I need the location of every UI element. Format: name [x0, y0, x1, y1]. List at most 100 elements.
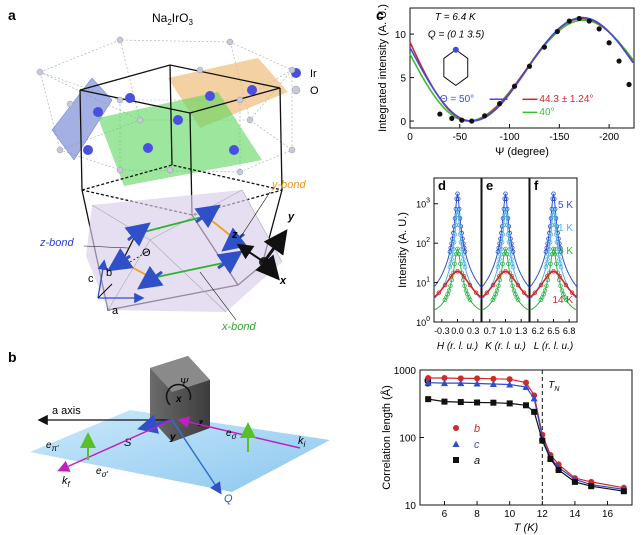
chart-c-hexagon	[443, 49, 469, 87]
chart-def-xtick-label: 0.0	[451, 326, 464, 336]
chart-def-xtick-label: 6.8	[563, 326, 576, 336]
chart-def-point	[503, 246, 508, 252]
chart-c-theta-fit: 44.3 ± 1.24°	[539, 94, 593, 105]
chart-g-tn-label: TN	[548, 380, 560, 393]
panel-g: g6810121416101001000T (K)Correlation len…	[380, 366, 633, 534]
chart-c-ylabel: Integrated intensity (A. U.)	[377, 4, 389, 132]
chart-def-point	[445, 292, 450, 297]
blue-octahedral-plane	[51, 77, 113, 161]
panel-a: a Na2IrO3 Ir O	[8, 7, 319, 333]
chart-c-point	[497, 101, 503, 107]
chart-def-point	[497, 241, 502, 246]
chart-def-point	[569, 290, 575, 295]
chart-g-legend-label-c: c	[474, 439, 480, 451]
chart-g-point-a	[474, 399, 481, 406]
chart-def-point	[454, 212, 459, 218]
chart-def-xtick-label: 0.3	[467, 326, 480, 336]
chart-def-point	[521, 290, 527, 295]
chart-def-point	[547, 240, 553, 245]
chart-def-point	[547, 246, 552, 252]
chart-def-point	[461, 273, 466, 279]
chart-def-point	[500, 261, 505, 266]
chart-c-xtick-label: 0	[407, 132, 413, 143]
s-label: S	[124, 437, 132, 449]
chart-g-frame	[419, 369, 633, 506]
chart-def-point	[548, 232, 554, 237]
ir-atoms-upper	[83, 85, 257, 155]
chart-def-point	[463, 288, 469, 293]
chart-def-point	[456, 251, 462, 257]
chart-def-point	[455, 269, 460, 274]
chart-def-ytick-label: 100	[416, 316, 430, 328]
chart-def-point	[449, 257, 454, 262]
chart-g-point-b	[474, 375, 481, 382]
chart-def-point	[558, 265, 564, 270]
chart-def-point	[510, 249, 516, 254]
chart-def-point	[452, 232, 458, 237]
chart-def-point	[436, 290, 442, 295]
chart-def-point	[461, 241, 466, 246]
chart-def-point	[511, 288, 517, 293]
ir-moments	[107, 204, 248, 290]
chart-def-point	[504, 222, 510, 228]
e-sigma-label: eσ	[226, 428, 238, 441]
chart-g-line-b	[428, 377, 624, 489]
chart-def-point	[451, 246, 456, 252]
chart-g-point-c	[506, 380, 514, 388]
s-moment-arrow	[137, 414, 173, 434]
chart-def-point	[451, 240, 457, 245]
chart-c-theta50: Θ = 50°	[440, 94, 474, 105]
chart-g-point-a	[588, 483, 595, 490]
chart-g-point-a	[425, 396, 432, 403]
chart-c-point	[596, 26, 602, 32]
chart-def-curve-2	[433, 247, 482, 311]
chart-c-point	[566, 18, 572, 24]
chart-def-ytick-label: 102	[416, 237, 430, 249]
chart-g-xtick-label: 8	[474, 509, 480, 520]
chart-def-point	[454, 196, 459, 202]
chart-def-point	[456, 222, 462, 228]
chart-def-point	[455, 246, 460, 252]
chart-def-point	[496, 283, 501, 288]
chart-def-point	[545, 273, 550, 279]
chart-def-point	[563, 297, 569, 303]
axis-c-arrow	[97, 259, 108, 299]
local-x-label: x	[279, 275, 287, 287]
chart-def-point	[515, 282, 521, 288]
chart-def-curve-0	[481, 193, 530, 288]
chart-g-point-a	[506, 400, 513, 407]
chart-g-legend-marker-a	[453, 457, 459, 463]
chart-def-point	[496, 245, 501, 251]
lower-octahedra-layer	[86, 190, 282, 312]
k-i-label: ki	[298, 435, 306, 449]
chart-def-point	[462, 283, 467, 288]
chart-def-point	[558, 283, 563, 288]
chart-def-xlabel: L (r. l. u.)	[534, 341, 573, 352]
chart-g-point-a	[531, 408, 538, 415]
chart-g-legend-marker-b	[453, 425, 459, 431]
chart-def-point	[558, 249, 564, 254]
chart-def-point	[506, 261, 511, 266]
chart-def-point	[552, 196, 557, 202]
chart-g-point-a	[457, 399, 464, 406]
chart-def-point	[501, 251, 507, 257]
local-frame	[236, 229, 288, 281]
psi-rotation-arc	[165, 383, 192, 406]
chart-def-point	[506, 240, 512, 245]
chart-def-point	[509, 241, 514, 246]
chart-g-xtick-label: 10	[504, 509, 516, 520]
chart-def-point	[497, 257, 502, 262]
chart-g-xtick-label: 12	[537, 509, 549, 520]
chart-g-xlabel: T (K)	[514, 522, 539, 534]
chart-def-temp-label-3: 14 K	[552, 295, 573, 306]
chart-c-point	[459, 117, 465, 123]
chart-def-xtick-label: 6.5	[547, 326, 560, 336]
legend-ir-label: Ir	[310, 68, 317, 80]
chart-c-xtick-label: -150	[549, 132, 569, 143]
chart-def-point	[449, 273, 454, 279]
chart-c-point	[526, 63, 533, 69]
chart-def-point	[455, 207, 460, 213]
chart-g-point-a	[571, 478, 578, 485]
x-bond-leader	[199, 271, 237, 321]
chart-def-point	[542, 288, 548, 293]
